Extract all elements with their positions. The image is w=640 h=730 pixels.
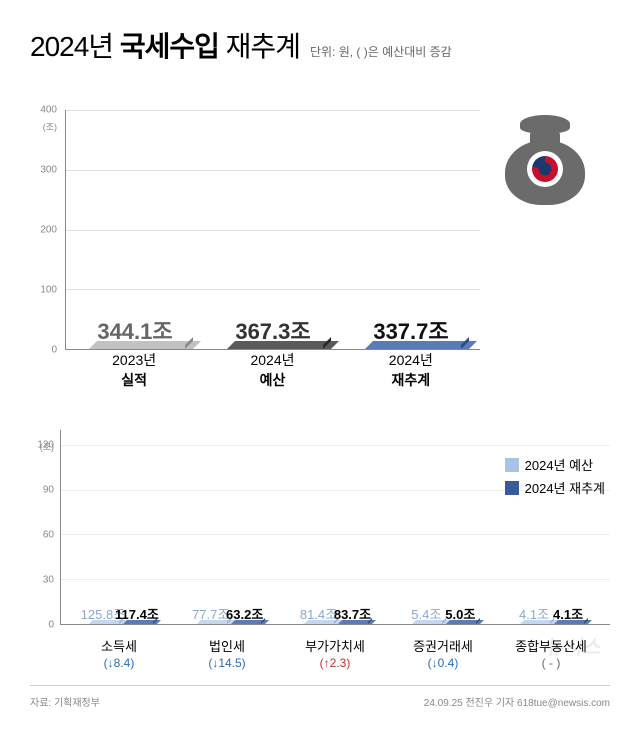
bar-value-label: 337.7조 xyxy=(373,314,448,346)
legend: 2024년 예산 2024년 재추계 xyxy=(505,455,605,501)
bar-value-label: 81.4조 xyxy=(300,604,337,623)
bar-value-label: 4.1조 xyxy=(553,604,583,623)
x-category-label: 부가가치세(2.3) xyxy=(286,636,383,670)
title-prefix: 2024년 xyxy=(30,31,120,62)
legend-label-reest: 2024년 재추계 xyxy=(525,478,605,497)
legend-swatch-budget xyxy=(505,458,519,472)
title-subtitle: 단위: 원, ( )은 예산대비 증감 xyxy=(310,43,452,60)
x-category-label: 2023년실적 xyxy=(66,350,203,390)
x-category-label: 2024년예산 xyxy=(204,350,341,390)
x-category-label: 법인세(14.5) xyxy=(178,636,275,670)
bar-value-label: 367.3조 xyxy=(235,314,310,346)
title-bold: 국세수입 xyxy=(120,31,219,62)
y-tick-label: 0 xyxy=(48,620,54,631)
y-unit-label: (조) xyxy=(40,440,54,453)
y-tick-label: 0 xyxy=(51,345,57,356)
bar-value-label: 5.4조 xyxy=(411,604,441,623)
bar-value-label: 4.1조 xyxy=(519,604,549,623)
bar-value-label: 83.7조 xyxy=(334,604,371,623)
credit-text: 24.09.25 전진우 기자 618tue@newsis.com xyxy=(424,694,610,709)
y-tick-label: 400 xyxy=(40,105,57,116)
y-tick-label: 30 xyxy=(43,575,54,586)
money-bag-icon xyxy=(500,115,590,205)
y-tick-label: 100 xyxy=(40,285,57,296)
title-suffix: 재추계 xyxy=(219,31,300,62)
footer: 자료: 기획재정부 24.09.25 전진우 기자 618tue@newsis.… xyxy=(30,685,610,709)
chart-title: 2024년 국세수입 재추계 단위: 원, ( )은 예산대비 증감 xyxy=(30,25,610,65)
source-text: 자료: 기획재정부 xyxy=(30,694,100,709)
legend-swatch-reest xyxy=(505,481,519,495)
top-bar-chart: 0100200300400(조) 344.1조367.3조337.7조(↓29.… xyxy=(30,90,610,390)
y-tick-label: 90 xyxy=(43,485,54,496)
bar-value-label: 344.1조 xyxy=(97,314,172,346)
y-tick-label: 300 xyxy=(40,165,57,176)
x-category-label: 증권거래세(0.4) xyxy=(394,636,491,670)
y-tick-label: 60 xyxy=(43,530,54,541)
bottom-bar-chart: 0306090120(조) 125.8조117.4조77.7조63.2조81.4… xyxy=(30,420,610,670)
y-unit-label: (조) xyxy=(43,120,57,133)
x-category-label: 2024년재추계 xyxy=(342,350,479,390)
bar-value-label: 117.4조 xyxy=(115,604,159,623)
legend-label-budget: 2024년 예산 xyxy=(525,455,593,474)
bar-value-label: 77.7조 xyxy=(192,604,229,623)
bar-value-label: 5.0조 xyxy=(445,604,475,623)
x-category-label: 소득세(8.4) xyxy=(70,636,167,670)
watermark: 뉴시스 xyxy=(545,631,600,660)
bar-value-label: 63.2조 xyxy=(226,604,263,623)
y-tick-label: 200 xyxy=(40,225,57,236)
